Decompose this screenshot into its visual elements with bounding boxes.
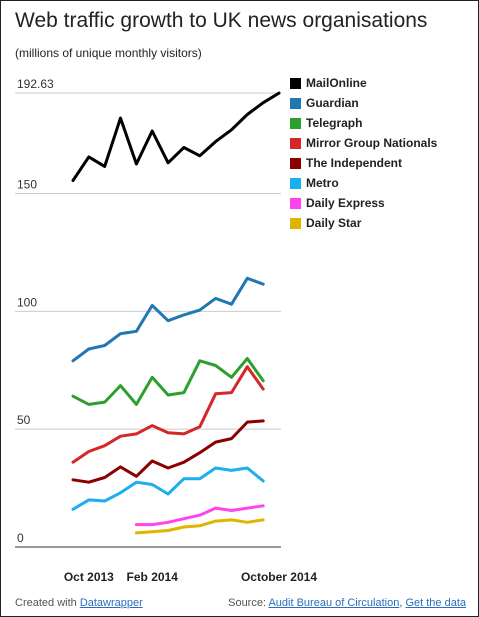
chart-legend: MailOnline Guardian Telegraph Mirror Group … — [290, 73, 437, 233]
footer-source: Source: Audit Bureau of Circulation, Get… — [228, 597, 466, 609]
legend-label: Guardian — [306, 96, 359, 110]
series-line-metro[interactable] — [71, 466, 265, 511]
legend-swatch — [290, 197, 301, 209]
legend-item[interactable]: MailOnline — [290, 73, 437, 93]
legend-item[interactable]: Mirror Group Nationals — [290, 133, 437, 153]
footer-separator: , — [399, 597, 406, 609]
series-line-guardian[interactable] — [71, 276, 265, 363]
legend-label: Daily Express — [306, 196, 385, 210]
legend-label: The Independent — [306, 156, 402, 170]
created-with-label: Created with — [15, 597, 80, 609]
get-data-link[interactable]: Get the data — [405, 597, 466, 609]
legend-swatch — [290, 117, 301, 129]
y-tick-label: 192.63 — [17, 77, 54, 91]
legend-label: Metro — [306, 176, 339, 190]
legend-item[interactable]: Daily Star — [290, 213, 437, 233]
datawrapper-link[interactable]: Datawrapper — [79, 597, 143, 609]
x-tick-label: Feb 2014 — [127, 570, 179, 584]
source-link[interactable]: Audit Bureau of Circulation — [268, 597, 400, 609]
legend-swatch — [290, 97, 301, 109]
source-label: Source: — [228, 597, 269, 609]
legend-item[interactable]: Metro — [290, 173, 437, 193]
legend-swatch — [290, 157, 301, 169]
chart-title: Web traffic growth to UK news organisati… — [15, 9, 428, 32]
legend-label: Telegraph — [306, 116, 363, 130]
x-tick-label: Oct 2013 — [64, 570, 114, 584]
legend-swatch — [290, 137, 301, 149]
legend-swatch — [290, 177, 301, 189]
legend-item[interactable]: Guardian — [290, 93, 437, 113]
series-line-the-independent[interactable] — [71, 419, 265, 484]
series-line-daily-express[interactable] — [134, 504, 265, 527]
legend-swatch — [290, 217, 301, 229]
legend-label: MailOnline — [306, 76, 367, 90]
legend-item[interactable]: The Independent — [290, 153, 437, 173]
y-tick-label: 100 — [17, 295, 37, 309]
series-line-daily-star[interactable] — [134, 518, 265, 535]
y-tick-label: 150 — [17, 177, 37, 191]
legend-item[interactable]: Telegraph — [290, 113, 437, 133]
line-chart: 0 50 100 150 192.63 Oct 2013 Feb 2014 October 2… — [15, 77, 317, 584]
y-tick-label: 50 — [17, 413, 31, 427]
legend-item[interactable]: Daily Express — [290, 193, 437, 213]
legend-swatch — [290, 77, 301, 89]
legend-label: Daily Star — [306, 216, 362, 230]
series-line-telegraph[interactable] — [71, 357, 265, 406]
chart-subtitle: (millions of unique monthly visitors) — [15, 46, 202, 60]
x-tick-label: October 2014 — [241, 570, 317, 584]
y-tick-label: 0 — [17, 531, 24, 545]
legend-label: Mirror Group Nationals — [306, 136, 438, 150]
series-line-mailonline[interactable] — [71, 91, 281, 182]
footer-credit: Created with Datawrapper — [15, 597, 143, 609]
series-line-mirror-group-nationals[interactable] — [71, 365, 265, 464]
